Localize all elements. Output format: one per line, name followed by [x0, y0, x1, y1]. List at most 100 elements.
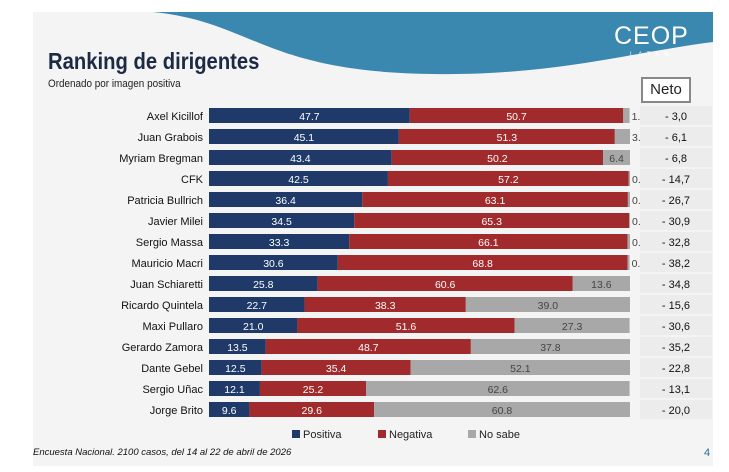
- bar-negativa: [387, 171, 629, 186]
- neto-cell: [640, 379, 712, 398]
- bar-no-sabe: [603, 150, 630, 165]
- data-label: 6.4: [609, 153, 624, 165]
- bar-positiva: [209, 108, 410, 123]
- data-label: 30.6: [263, 258, 284, 270]
- neto-cell: [640, 316, 712, 335]
- bar-positiva: [209, 381, 260, 396]
- logo: CEOP: [614, 22, 689, 50]
- bar-positiva: [209, 339, 266, 354]
- bar-negativa: [337, 255, 628, 270]
- data-label: 51.3: [497, 132, 518, 144]
- bar-positiva: [209, 402, 250, 417]
- data-label: 35.4: [326, 363, 347, 375]
- data-label: 43.4: [290, 153, 311, 165]
- data-label: 48.7: [358, 342, 379, 354]
- bar-positiva: [209, 213, 355, 228]
- data-label: 60.6: [435, 279, 456, 291]
- data-label: 36.4: [275, 195, 296, 207]
- bar-no-sabe: [627, 234, 630, 249]
- neto-value: - 32,8: [662, 237, 690, 249]
- neto-value: - 15,6: [662, 300, 690, 312]
- footer-source: Encuesta Nacional. 2100 casos, del 14 al…: [33, 447, 292, 458]
- data-label: 57.2: [498, 174, 519, 186]
- data-label: 65.3: [481, 216, 502, 228]
- category-label: Dante Gebel: [141, 363, 203, 375]
- data-label: 25.2: [303, 384, 324, 396]
- bar-no-sabe: [627, 255, 630, 270]
- bar-no-sabe: [623, 108, 630, 123]
- neto-cell: [640, 148, 712, 167]
- data-label: 27.3: [562, 321, 583, 333]
- data-label: 13.6: [591, 279, 612, 291]
- neto-value: - 13,1: [662, 384, 690, 396]
- neto-cell: [640, 253, 712, 272]
- neto-value: - 26,7: [662, 195, 690, 207]
- bar-negativa: [398, 129, 615, 144]
- data-label: 45.1: [294, 132, 315, 144]
- neto-cell: [640, 190, 712, 209]
- chart-title: Ranking de dirigentes: [48, 48, 260, 74]
- neto-value: - 35,2: [662, 342, 690, 354]
- category-label: Sergio Uñac: [142, 384, 203, 396]
- data-label: 50.7: [506, 111, 527, 123]
- category-label: CFK: [181, 174, 204, 186]
- category-label: Axel Kicillof: [147, 111, 204, 123]
- neto-value: - 30,6: [662, 321, 690, 333]
- bar-negativa: [259, 381, 367, 396]
- neto-value: - 30,9: [662, 216, 690, 228]
- data-label: 33.3: [269, 237, 290, 249]
- page-number: 4: [704, 447, 711, 459]
- neto-value: - 3,0: [665, 111, 687, 123]
- data-label: 50.2: [487, 153, 508, 165]
- bar-negativa: [304, 297, 466, 312]
- category-label: Mauricio Macri: [131, 258, 203, 270]
- bar-no-sabe: [572, 276, 630, 291]
- neto-header: Neto: [641, 77, 691, 103]
- bar-no-sabe: [627, 192, 630, 207]
- neto-value: - 6,8: [665, 153, 687, 165]
- bar-positiva: [209, 234, 350, 249]
- bar-no-sabe: [614, 129, 630, 144]
- category-label: Sergio Massa: [136, 237, 204, 249]
- neto-cell: [640, 211, 712, 230]
- bar-no-sabe: [410, 360, 630, 375]
- legend-label: Positiva: [303, 429, 342, 441]
- neto-value: - 38,2: [662, 258, 690, 270]
- bar-positiva: [209, 318, 298, 333]
- legend-swatch: [378, 430, 386, 438]
- neto-cell: [640, 232, 712, 251]
- bar-negativa: [349, 234, 628, 249]
- data-label: 47.7: [299, 111, 320, 123]
- bar-positiva: [209, 276, 318, 291]
- data-label: 21.0: [243, 321, 264, 333]
- neto-cell: [640, 106, 712, 125]
- bar-negativa: [317, 276, 573, 291]
- bar-positiva: [209, 360, 262, 375]
- neto-value: - 14,7: [662, 174, 690, 186]
- neto-value: - 34,8: [662, 279, 690, 291]
- neto-cell: [640, 358, 712, 377]
- category-label: Maxi Pullaro: [142, 321, 203, 333]
- neto-cell: [640, 127, 712, 146]
- legend-swatch: [468, 430, 476, 438]
- data-label: 13.5: [227, 342, 248, 354]
- category-label: Juan Schiaretti: [130, 279, 203, 291]
- bar-negativa: [362, 192, 628, 207]
- category-label: Javier Milei: [148, 216, 203, 228]
- bar-positiva: [209, 255, 338, 270]
- data-label: 60.8: [492, 405, 513, 417]
- neto-value: - 20,0: [662, 405, 690, 417]
- neto-cell: [640, 169, 712, 188]
- data-label: 66.1: [478, 237, 499, 249]
- bar-no-sabe: [465, 297, 630, 312]
- bar-negativa: [297, 318, 515, 333]
- bar-no-sabe: [366, 381, 630, 396]
- legend-swatch: [292, 430, 300, 438]
- data-label: 62.6: [488, 384, 509, 396]
- data-label: 38.3: [375, 300, 396, 312]
- bar-positiva: [209, 150, 392, 165]
- legend-label: No sabe: [479, 429, 520, 441]
- data-label: 12.5: [225, 363, 246, 375]
- category-label: Juan Grabois: [138, 132, 204, 144]
